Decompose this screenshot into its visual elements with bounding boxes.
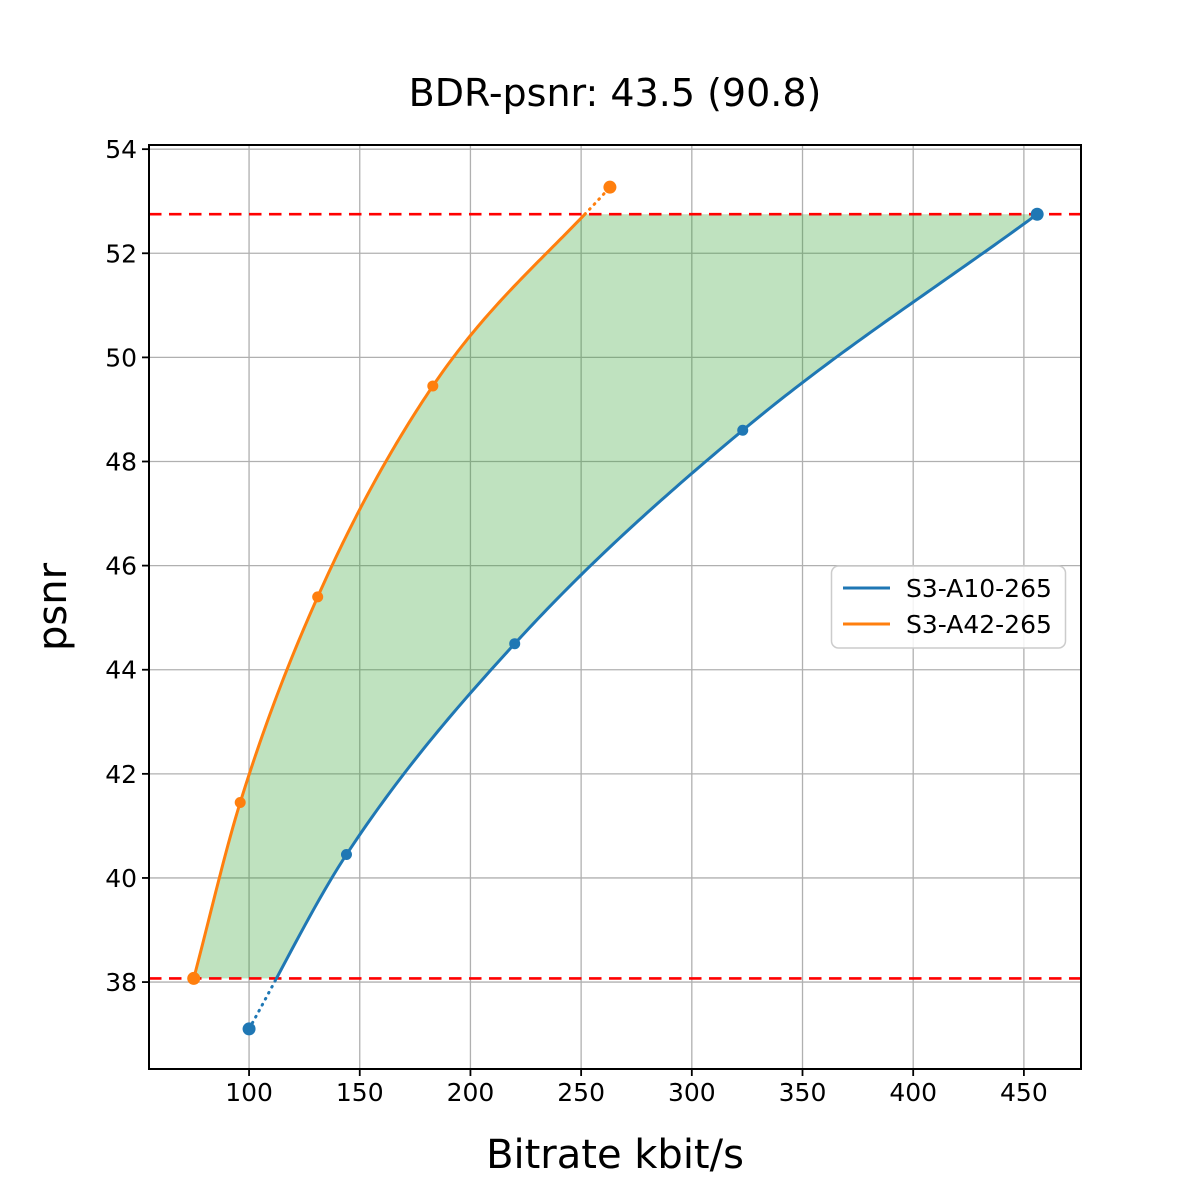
x-axis-label: Bitrate kbit/s: [486, 1132, 744, 1178]
data-point-s3-a10-265: [737, 424, 749, 436]
y-tick-label: 42: [105, 760, 137, 789]
y-tick-label: 48: [105, 448, 137, 477]
y-tick-label: 52: [105, 239, 137, 268]
bd-shaded-area: [193, 214, 1038, 979]
x-tick-label: 100: [225, 1078, 273, 1107]
y-axis-label: psnr: [30, 562, 76, 651]
legend-label-s3-a10: S3-A10-265: [906, 574, 1052, 603]
x-tick-label: 200: [447, 1078, 495, 1107]
x-tick-label: 400: [889, 1078, 937, 1107]
chart-title: BDR-psnr: 43.5 (90.8): [409, 71, 822, 115]
data-point-s3-a10-265: [340, 849, 352, 861]
data-point-s3-a10-265: [1030, 207, 1044, 221]
y-tick-label: 46: [105, 552, 137, 581]
curve-s3-a42-solid: [192, 212, 587, 980]
curve-s3-a42-dotted-tail: [583, 185, 612, 216]
legend-label-s3-a42: S3-A42-265: [906, 610, 1052, 639]
bd-fill-region: [193, 214, 1038, 979]
data-point-s3-a10-265: [242, 1022, 256, 1036]
data-point-markers: [187, 180, 1044, 1036]
x-tick-label: 250: [557, 1078, 605, 1107]
axis-tick-labels: 100 150 200 250 300 350 400 450 38 40 42 44 46 48 50 52…: [105, 135, 1048, 1107]
x-tick-label: 350: [779, 1078, 827, 1107]
data-point-s3-a42-265: [427, 380, 439, 392]
y-tick-label: 38: [105, 968, 137, 997]
x-tick-label: 450: [1000, 1078, 1048, 1107]
data-point-s3-a42-265: [187, 971, 201, 985]
axis-ticks: [142, 148, 1025, 1076]
rd-curves: [192, 185, 1039, 1031]
curve-s3-a10-dotted-tail: [247, 976, 278, 1031]
data-point-s3-a42-265: [312, 591, 324, 603]
y-tick-label: 50: [105, 343, 137, 372]
plot-frame: [148, 144, 1082, 1070]
curve-s3-a10-solid: [274, 212, 1039, 980]
bd-bound-lines: [149, 212, 1081, 980]
x-tick-label: 300: [668, 1078, 716, 1107]
y-tick-label: 44: [105, 656, 137, 685]
x-tick-label: 150: [336, 1078, 384, 1107]
y-tick-label: 54: [105, 135, 137, 164]
data-point-s3-a10-265: [509, 638, 521, 650]
data-point-s3-a42-265: [234, 796, 246, 808]
legend: S3-A10-265 S3-A42-265: [830, 565, 1067, 649]
data-point-s3-a42-265: [603, 180, 617, 194]
y-tick-label: 40: [105, 864, 137, 893]
